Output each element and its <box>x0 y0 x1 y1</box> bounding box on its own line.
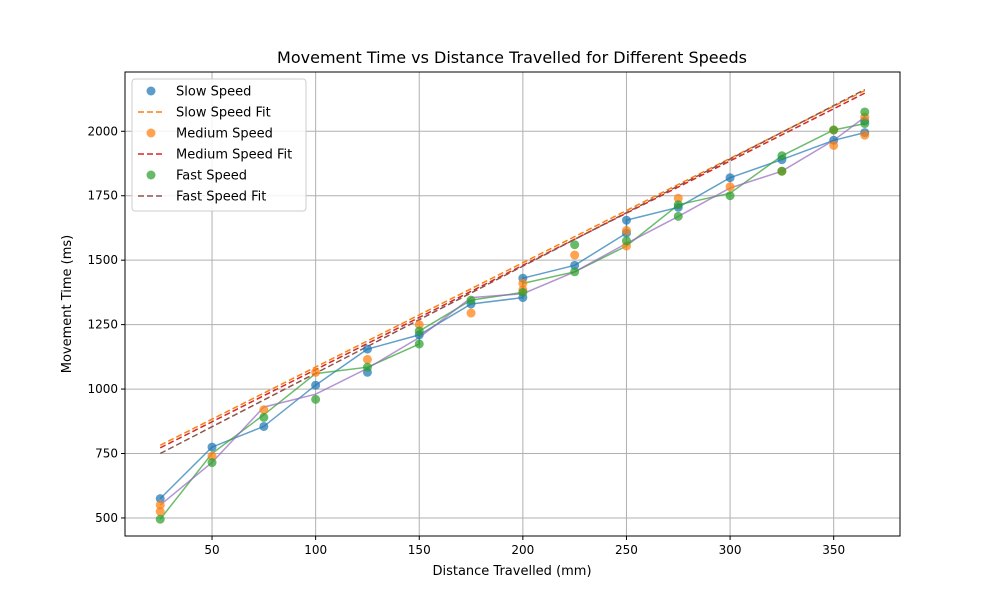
medium-speed-point <box>414 320 424 330</box>
medium-speed-point <box>673 193 683 203</box>
legend-fast-speed-fit-label: Fast Speed Fit <box>176 190 266 205</box>
x-tick-label: 100 <box>304 543 327 557</box>
slow-speed-point <box>570 260 580 270</box>
medium-speed-point <box>570 250 580 260</box>
x-tick-label: 150 <box>408 543 431 557</box>
legend-slow-speed-marker <box>146 86 156 96</box>
fast-speed-point <box>207 458 217 468</box>
fast-speed-point <box>673 200 683 210</box>
legend-fast-speed-marker <box>146 170 156 180</box>
legend: Slow Speed Slow Speed Fit Medium Speed Medi… <box>131 78 307 212</box>
fast-speed-point <box>259 412 269 422</box>
fast-speed-point <box>829 125 839 135</box>
x-axis-ticks: 50 100 150 200 250 300 350 <box>204 536 845 557</box>
y-axis-ticks: 500 750 1000 1250 1500 1750 2000 <box>87 124 125 525</box>
y-tick-label: 750 <box>95 447 118 461</box>
medium-speed-point <box>155 507 165 517</box>
medium-speed-point <box>518 278 528 288</box>
fast-speed-point <box>860 107 870 117</box>
chart-title: Movement Time vs Distance Travelled for … <box>277 48 747 67</box>
plot-frame <box>124 71 901 537</box>
medium-speed-point <box>829 140 839 150</box>
fast-speed-point <box>311 394 321 404</box>
fast-speed-point <box>570 267 580 277</box>
medium-speed-point <box>155 500 165 510</box>
slow-speed-point <box>725 173 735 183</box>
fast-speed-point <box>777 166 787 176</box>
legend-medium-speed-fit-label: Medium Speed Fit <box>176 148 292 163</box>
y-tick-label: 1500 <box>87 253 118 267</box>
medium-speed-point <box>860 130 870 140</box>
fast-speed-fit-line <box>159 88 866 455</box>
slow-speed-point <box>207 442 217 452</box>
y-tick-label: 1250 <box>87 318 118 332</box>
fast-speed-point <box>414 326 424 336</box>
medium-speed-point <box>362 354 372 364</box>
medium-speed-point <box>207 451 217 461</box>
fast-speed-point <box>725 191 735 201</box>
fast-speed-point <box>860 119 870 129</box>
y-tick-label: 2000 <box>87 124 118 138</box>
fast-speed-point <box>777 151 787 161</box>
legend-medium-speed-label: Medium Speed <box>176 127 273 142</box>
fast-speed-point <box>621 236 631 246</box>
x-tick-label: 200 <box>511 543 534 557</box>
legend-medium-speed-marker <box>146 128 156 138</box>
slow-speed-point <box>259 421 269 431</box>
medium-speed-point <box>725 182 735 192</box>
grid <box>125 72 900 536</box>
fast-speed-point <box>570 240 580 250</box>
y-tick-label: 500 <box>95 511 118 525</box>
medium-speed-point <box>259 405 269 415</box>
medium-speed-point <box>466 308 476 318</box>
fast-speed-point <box>414 339 424 349</box>
fast-speed-point <box>673 211 683 221</box>
fast-speed-point <box>155 514 165 524</box>
medium-speed-point <box>621 226 631 236</box>
slow-speed-point <box>362 344 372 354</box>
y-axis-label: Movement Time (ms) <box>60 235 75 374</box>
y-tick-label: 1750 <box>87 189 118 203</box>
legend-slow-speed-label: Slow Speed <box>176 85 251 100</box>
legend-slow-speed-fit-label: Slow Speed Fit <box>176 106 271 121</box>
legend-fast-speed-label: Fast Speed <box>176 169 247 184</box>
medium-speed-point <box>311 367 321 377</box>
x-tick-label: 300 <box>719 543 742 557</box>
fit-lines <box>159 88 866 455</box>
slow-speed-point <box>155 494 165 504</box>
fast-speed-point <box>362 362 372 372</box>
x-axis-label: Distance Travelled (mm) <box>432 564 591 579</box>
slow-speed-point <box>621 215 631 225</box>
data-points <box>155 107 870 524</box>
x-tick-label: 350 <box>822 543 845 557</box>
x-tick-label: 50 <box>204 543 219 557</box>
legend-box <box>131 78 307 212</box>
y-tick-label: 1000 <box>87 382 118 396</box>
fast-speed-point <box>518 287 528 297</box>
slow-speed-point <box>311 380 321 390</box>
medium-speed-fit-line <box>159 92 866 449</box>
x-tick-label: 250 <box>615 543 638 557</box>
fast-speed-point <box>466 295 476 305</box>
